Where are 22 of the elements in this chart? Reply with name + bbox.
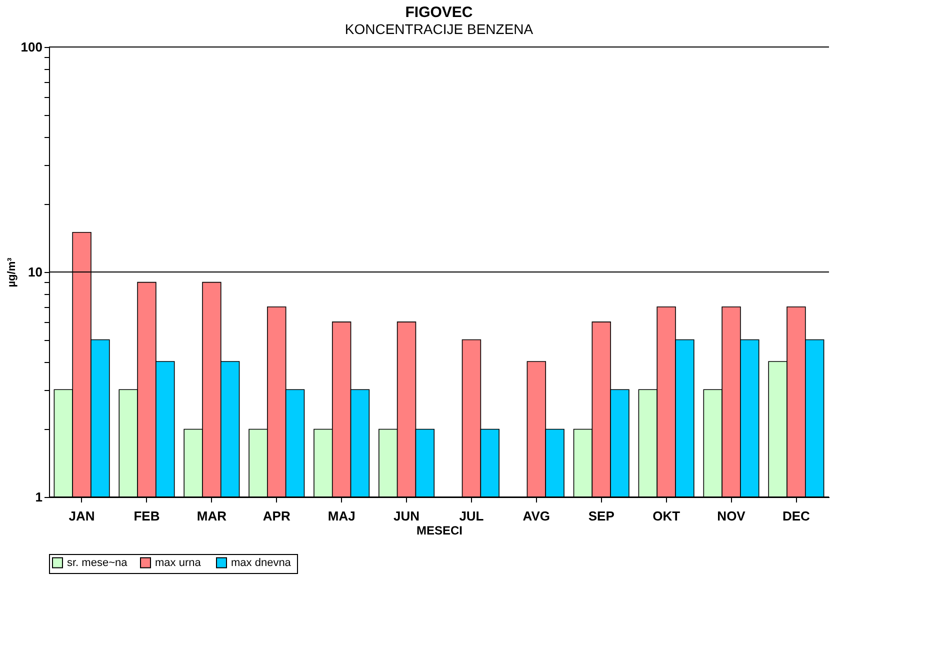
x-tick-label: NOV: [717, 508, 746, 524]
x-axis-title: MESECI: [416, 524, 463, 538]
x-tick-label: OKT: [652, 508, 680, 524]
x-tick-label: DEC: [782, 508, 811, 524]
y-tick-label: 100: [20, 40, 42, 54]
chart-title: FIGOVEC: [405, 4, 473, 21]
x-tick-label: JUL: [459, 508, 484, 524]
x-tick-label: JAN: [68, 508, 95, 524]
legend-label: sr. mese~na: [67, 556, 128, 569]
legend-label: max dnevna: [231, 556, 292, 569]
legend-label: max urna: [155, 556, 202, 569]
x-tick-label: AVG: [522, 508, 550, 524]
chart-subtitle: KONCENTRACIJE BENZENA: [344, 21, 534, 37]
y-tick-label: 10: [28, 264, 42, 280]
x-tick-label: JUN: [394, 508, 420, 524]
x-tick-label: FEB: [134, 508, 160, 524]
y-axis-title: µg/m³: [6, 257, 18, 288]
y-tick-label: 1: [35, 490, 42, 504]
x-tick-label: SEP: [588, 508, 615, 524]
x-tick-label: MAJ: [328, 508, 356, 524]
x-tick-label: MAR: [196, 508, 228, 524]
x-tick-label: APR: [262, 508, 291, 524]
